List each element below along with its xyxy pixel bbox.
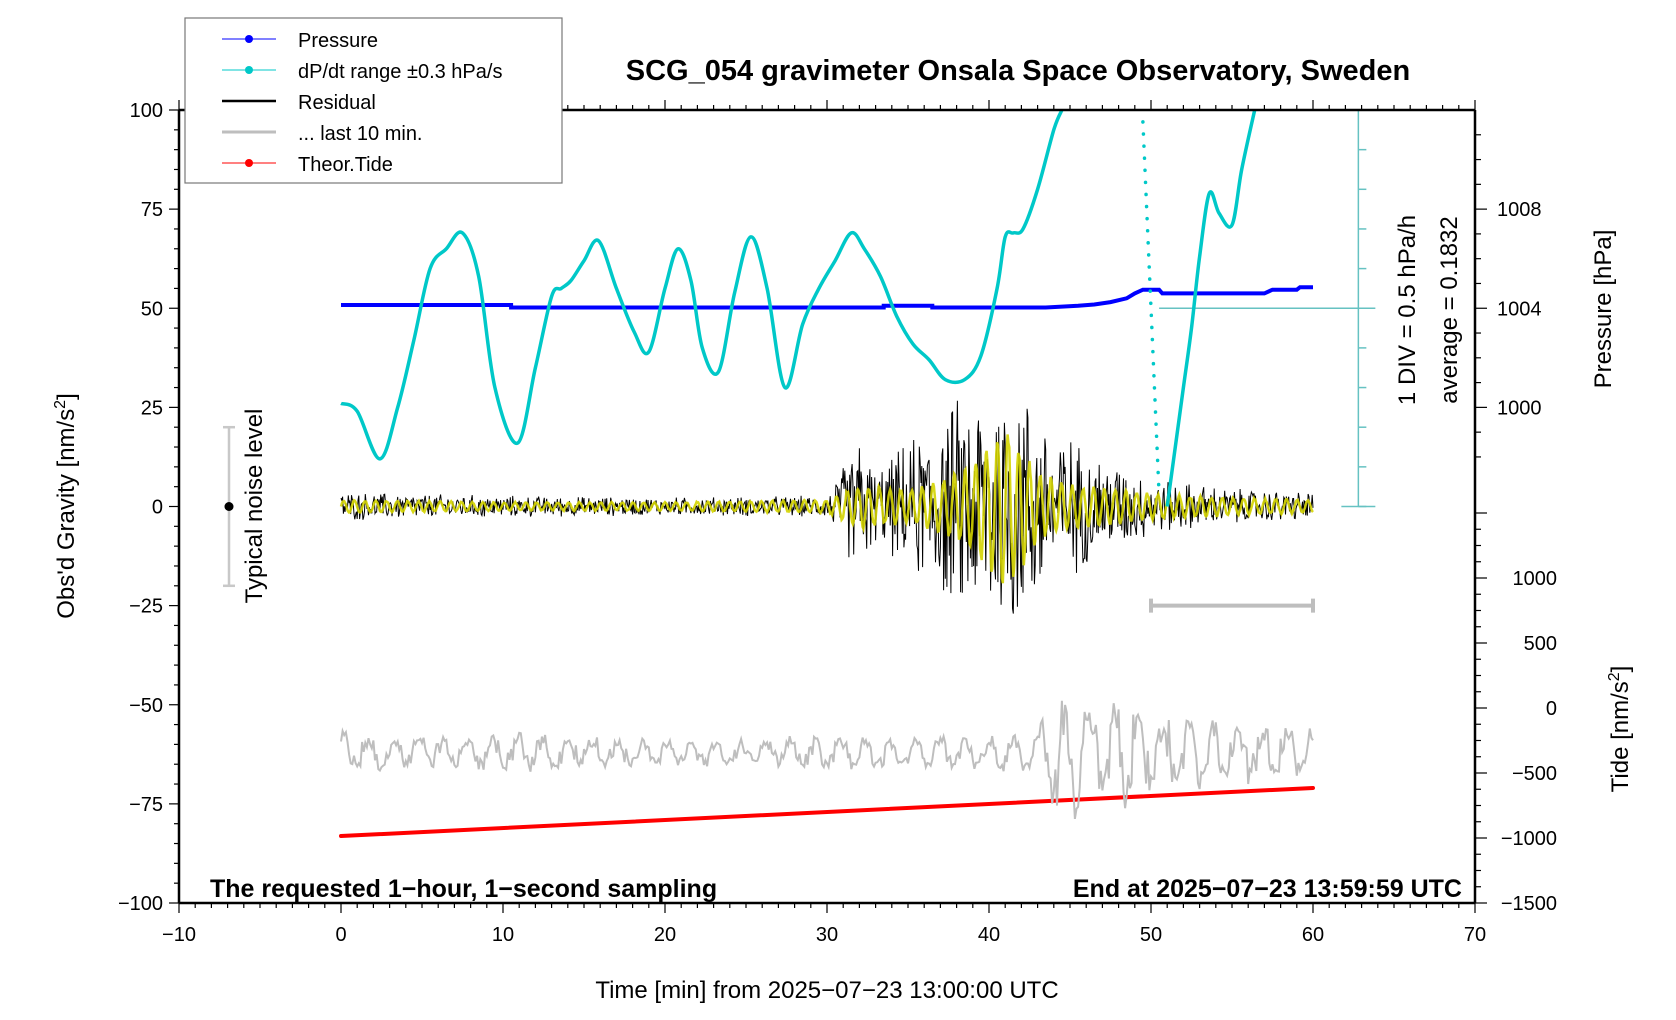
x-tick-label: 60 [1302, 924, 1324, 946]
y-tick-label: 100 [130, 100, 163, 122]
last10-series-line [340, 700, 1314, 820]
dpdt-series-line [340, 110, 1064, 461]
legend-label-tide: Theor.Tide [298, 154, 393, 176]
noise-level-label: Typical noise level [241, 409, 268, 604]
y-tick-label: −75 [129, 794, 163, 816]
x-axis-label: Time [min] from 2025−07−23 13:00:00 UTC [595, 977, 1058, 1004]
legend: Pressure dP/dt range ±0.3 hPa/s Residual… [184, 17, 563, 184]
pressure-tick-label: 1000 [1497, 397, 1542, 419]
y-axis-label-left-end: ] [53, 393, 80, 400]
tide-tick-label: 1000 [1513, 568, 1558, 590]
pressure-tick-label: 1004 [1497, 298, 1542, 320]
legend-dot-tide [245, 159, 253, 167]
legend-item-tide: Theor.Tide [222, 154, 393, 176]
legend-item-last10: ... last 10 min. [222, 123, 423, 145]
x-tick-label: 70 [1464, 924, 1486, 946]
y-tick-label: 25 [141, 397, 163, 419]
pressure-series-line [341, 285, 1313, 310]
legend-label-dpdt: dP/dt range ±0.3 hPa/s [298, 61, 502, 83]
x-tick-label: 40 [978, 924, 1000, 946]
legend-label-pressure: Pressure [298, 30, 378, 52]
y-axis-label-tide-sup: 2 [1606, 672, 1623, 681]
legend-dot-pressure [245, 35, 253, 43]
sampling-note: The requested 1−hour, 1−second sampling [210, 875, 717, 903]
x-tick-label: 0 [335, 924, 346, 946]
tide-tick-label: −1500 [1501, 893, 1557, 915]
legend-dot-dpdt [245, 66, 253, 74]
x-tick-label: 10 [492, 924, 514, 946]
y-tick-label: 75 [141, 199, 163, 221]
x-tick-label: 50 [1140, 924, 1162, 946]
dpdt-limit-dotted-line [1141, 120, 1161, 497]
legend-item-pressure: Pressure [222, 30, 378, 52]
noise-center-dot [224, 502, 234, 511]
legend-item-residual: Residual [222, 92, 376, 114]
tide-tick-label: −500 [1512, 763, 1557, 785]
y-axis-label-pressure: Pressure [hPa] [1590, 230, 1617, 389]
legend-item-dpdt: dP/dt range ±0.3 hPa/s [222, 61, 502, 83]
y-axis-label-left-text: Obs'd Gravity [nm/s [53, 409, 80, 619]
y-tick-label: −25 [129, 596, 163, 618]
pressure-tick-label: 1008 [1497, 199, 1542, 221]
y-tick-label: −100 [118, 893, 163, 915]
average-label: average = 0.1832 [1436, 216, 1463, 404]
end-time-note: End at 2025−07−23 13:59:59 UTC [1073, 875, 1462, 903]
y-tick-label: 50 [141, 298, 163, 320]
x-tick-label: −10 [162, 924, 196, 946]
y-tick-label: −50 [129, 695, 163, 717]
y-axis-label-tide: Tide [nm/s2] [1606, 666, 1634, 793]
series-layer [223, 110, 1376, 839]
y-tick-label: 0 [152, 497, 163, 519]
residual-series-line [340, 400, 1314, 614]
div-scale-label: 1 DIV = 0.5 hPa/h [1394, 215, 1421, 405]
filtered-residual-line [339, 434, 1314, 584]
y-axis-label-tide-text: Tide [nm/s [1607, 681, 1634, 792]
tide-tick-label: 0 [1546, 698, 1557, 720]
legend-label-residual: Residual [298, 92, 376, 114]
x-tick-label: 20 [654, 924, 676, 946]
y-axis-label-left-sup: 2 [52, 400, 69, 409]
x-tick-label: 30 [816, 924, 838, 946]
y-axis-label-left: Obs'd Gravity [nm/s2] [52, 393, 80, 619]
tide-line [339, 785, 1315, 839]
chart-title: SCG_054 gravimeter Onsala Space Observat… [626, 55, 1410, 87]
y-axis-label-tide-end: ] [1607, 666, 1634, 673]
ticks-layer: −10 0 10 20 30 40 50 60 701007550250−25−50−75−10… [118, 100, 1557, 946]
legend-label-last10: ... last 10 min. [298, 123, 423, 145]
tide-tick-label: 500 [1524, 633, 1557, 655]
tide-tick-label: −1000 [1501, 828, 1557, 850]
dpdt-series-line-late [1165, 110, 1257, 507]
